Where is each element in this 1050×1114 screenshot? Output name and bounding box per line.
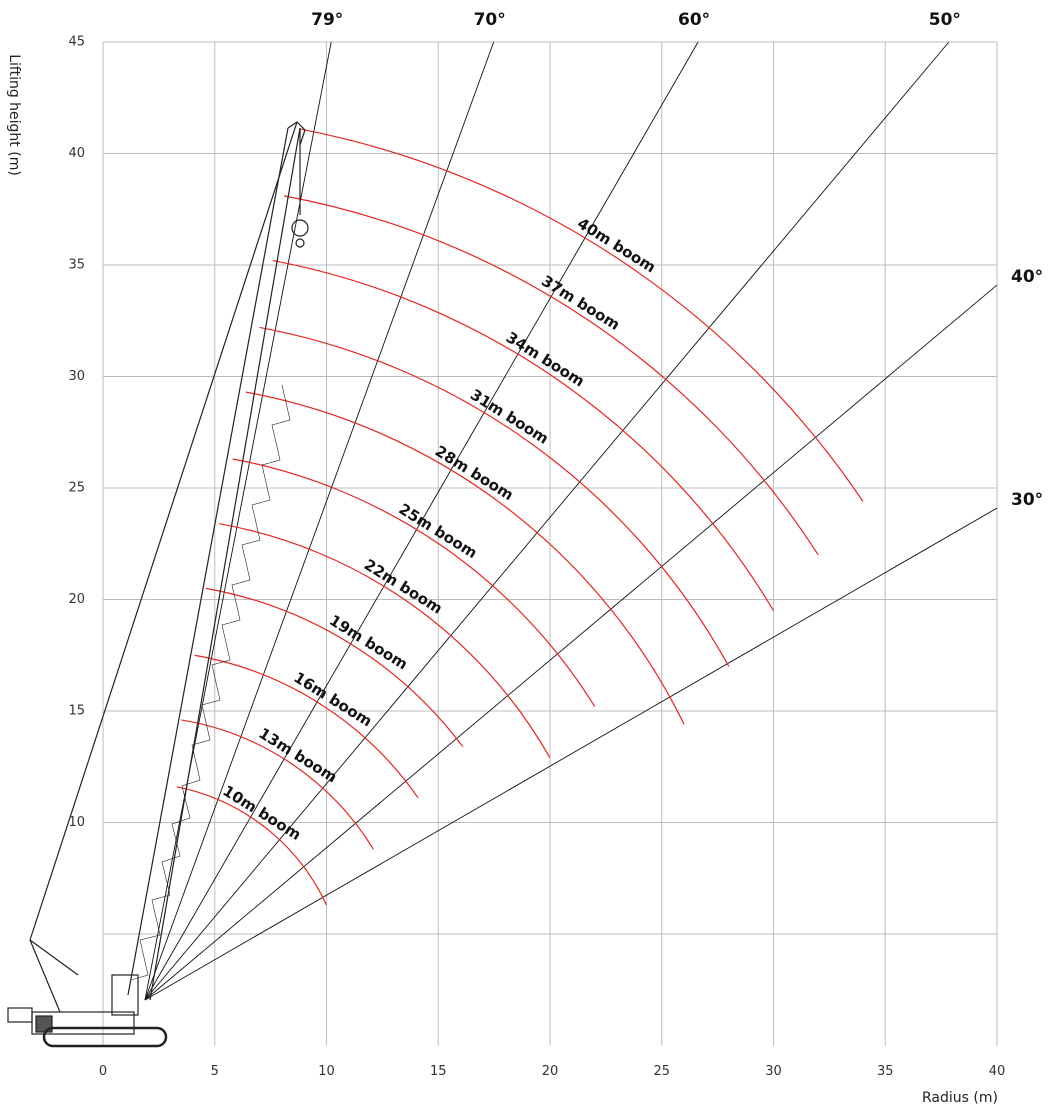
boom-label: 22m boom	[361, 555, 446, 617]
y-tick-label: 40	[68, 146, 85, 161]
x-tick-label: 0	[99, 1064, 107, 1079]
track	[44, 1028, 166, 1046]
boom-chord	[150, 128, 300, 1000]
y-tick-label: 25	[68, 481, 85, 496]
y-tick-label: 15	[68, 704, 85, 719]
x-tick-label: 25	[653, 1064, 670, 1079]
x-tick-label: 40	[989, 1064, 1006, 1079]
boom-label: 13m boom	[256, 724, 341, 786]
labels: Radius (m) Lifting height (m) 0 5 10 15 20 25…	[6, 10, 1043, 1106]
y-tick-label: 45	[68, 35, 85, 50]
boom-label: 37m boom	[538, 272, 623, 334]
hook	[296, 239, 304, 247]
angle-label: 70°	[474, 10, 506, 30]
angle-line	[145, 42, 494, 1000]
counterweight	[8, 1008, 32, 1022]
chart: Radius (m) Lifting height (m) 0 5 10 15 20 25…	[0, 0, 1050, 1114]
boom-chord	[128, 128, 288, 995]
y-tick-label: 10	[68, 815, 85, 830]
x-axis-title: Radius (m)	[922, 1090, 998, 1106]
angle-label: 79°	[311, 10, 343, 30]
y-tick-label: 35	[68, 258, 85, 273]
angle-label: 50°	[929, 10, 961, 30]
x-tick-label: 15	[430, 1064, 447, 1079]
x-tick-label: 30	[765, 1064, 782, 1079]
hook-block	[292, 220, 308, 236]
x-tick-label: 10	[318, 1064, 335, 1079]
boom-label: 10m boom	[220, 782, 305, 844]
angle-line	[145, 42, 331, 1000]
angle-label: 40°	[1011, 267, 1043, 287]
angle-line	[145, 42, 949, 1000]
boom-label: 40m boom	[574, 214, 659, 276]
angle-line	[145, 508, 997, 1000]
x-tick-label: 20	[542, 1064, 559, 1079]
boom-label: 34m boom	[503, 328, 588, 390]
boom-lacing	[131, 385, 290, 980]
y-axis-title: Lifting height (m)	[6, 54, 22, 176]
y-tick-label: 30	[68, 369, 85, 384]
x-tick-label: 5	[211, 1064, 219, 1079]
boom-label: 31m boom	[467, 386, 552, 448]
boom-label: 16m boom	[290, 668, 375, 730]
cab	[112, 975, 138, 1015]
angle-label: 30°	[1011, 490, 1043, 510]
boom-label: 28m boom	[432, 442, 517, 504]
y-tick-label: 20	[68, 592, 85, 607]
angle-line	[145, 285, 997, 1000]
x-tick-label: 35	[877, 1064, 894, 1079]
angle-label: 60°	[678, 10, 710, 30]
crane-illustration	[8, 122, 308, 1046]
boom-arc	[259, 327, 728, 666]
angle-lines	[145, 42, 997, 1000]
